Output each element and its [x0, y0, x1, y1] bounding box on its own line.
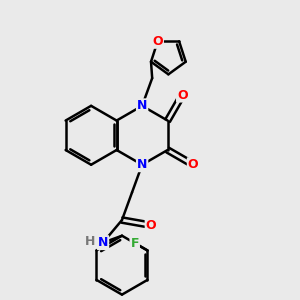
Text: N: N	[98, 236, 108, 249]
Text: O: O	[152, 35, 163, 48]
Text: N: N	[137, 99, 147, 112]
Text: O: O	[188, 158, 198, 171]
Text: H: H	[85, 235, 95, 248]
Text: O: O	[177, 88, 188, 102]
Text: O: O	[146, 219, 156, 232]
Text: N: N	[137, 158, 147, 171]
Text: F: F	[130, 237, 139, 250]
